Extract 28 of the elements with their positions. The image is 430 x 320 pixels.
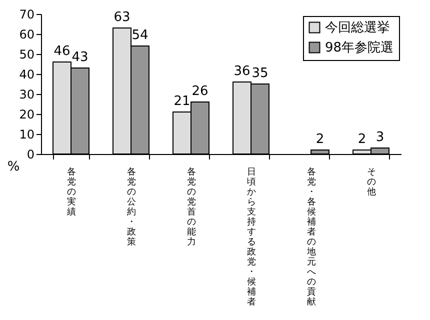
data-label: 2 [358,132,366,147]
y-tick-label: 0 [26,148,34,162]
data-label: 35 [252,66,268,81]
y-tick-label: 60 [19,28,34,42]
data-label: 2 [316,132,324,147]
legend-label: 今回総選挙 [325,20,390,36]
data-label: 36 [234,64,250,79]
y-tick-label: 40 [19,68,34,82]
y-tick-label: 50 [19,48,34,62]
data-label: 43 [72,50,88,65]
y-tick-label: 70 [19,8,34,22]
category-label: 各党・各候補者の地元への貢献 [307,168,316,308]
y-tick-label: 20 [19,108,34,122]
category-label: 日頃から支持する政党・候補者 [247,168,256,308]
legend-label: 98年参院選 [325,40,394,56]
x-tick-label: 各党の実績 [66,166,76,218]
y-tick-label: 30 [19,88,34,102]
y-tick-label: 10 [19,128,34,142]
data-label: 54 [132,28,148,43]
data-label: 63 [114,10,130,25]
data-label: 26 [192,84,208,99]
data-label: 3 [376,130,384,145]
x-tick-label: 各党の党首の能力 [187,166,196,248]
y-axis-title: % [7,160,20,174]
data-label: 21 [174,94,190,109]
data-label: 46 [54,44,70,59]
x-tick-label: その他 [367,168,376,198]
x-tick-label: 各党の公約・政策 [127,166,136,248]
